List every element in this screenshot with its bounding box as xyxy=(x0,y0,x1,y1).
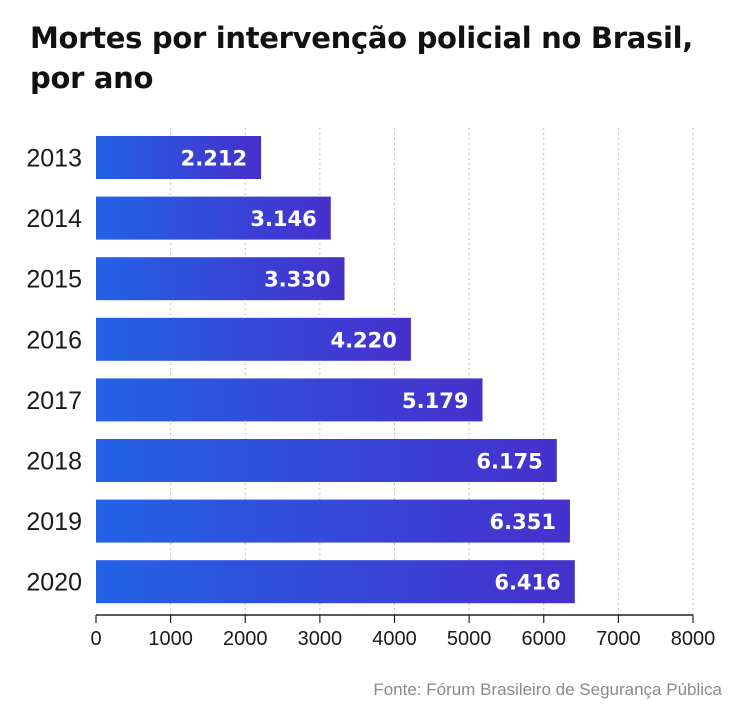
x-tick-label-6000: 6000 xyxy=(522,628,567,650)
bar-2017 xyxy=(96,378,483,422)
data-label-2018: 6.175 xyxy=(476,450,542,474)
x-axis: 0 1000 2000 3000 4000 5000 6000 7000 8000 xyxy=(90,614,716,650)
bar-2019 xyxy=(96,499,570,543)
bar-2016 xyxy=(96,317,411,361)
x-tick-label-7000: 7000 xyxy=(596,628,641,650)
bar-2018 xyxy=(96,439,557,482)
chart-title-line-2: por ano xyxy=(30,61,154,95)
bar-2014 xyxy=(96,196,331,240)
chart-title: Mortes por intervenção policial no Brasi… xyxy=(30,18,730,98)
x-tick-label-1000: 1000 xyxy=(148,628,193,650)
source-note: Fonte: Fórum Brasileiro de Segurança Púb… xyxy=(373,680,722,699)
bars: 2.212 2013 3.146 2014 3.330 2015 4.220 2016 5.17… xyxy=(26,136,575,604)
bar-2020 xyxy=(96,560,575,604)
data-label-2016: 4.220 xyxy=(330,328,396,352)
data-label-2013: 2.212 xyxy=(181,147,247,171)
category-label-2015: 2015 xyxy=(26,266,82,294)
chart-title-line-1: Mortes por intervenção policial no Brasi… xyxy=(30,21,693,55)
x-tick-label-2000: 2000 xyxy=(223,628,268,650)
x-tick-label-5000: 5000 xyxy=(447,628,492,650)
data-label-2019: 6.351 xyxy=(490,510,556,534)
x-tick-label-8000: 8000 xyxy=(671,628,716,650)
category-label-2017: 2017 xyxy=(26,387,82,415)
x-tick-label-3000: 3000 xyxy=(298,628,343,650)
data-label-2017: 5.179 xyxy=(402,389,468,413)
category-label-2013: 2013 xyxy=(26,145,82,173)
data-label-2020: 6.416 xyxy=(494,571,560,595)
category-label-2020: 2020 xyxy=(26,569,82,597)
bar-chart: 2.212 2013 3.146 2014 3.330 2015 4.220 2016 5.17… xyxy=(26,128,716,650)
x-tick-label-0: 0 xyxy=(90,628,101,650)
category-label-2019: 2019 xyxy=(26,508,82,536)
category-label-2018: 2018 xyxy=(26,448,82,476)
bar-2013 xyxy=(96,136,262,179)
x-tick-label-4000: 4000 xyxy=(372,628,417,650)
bar-2015 xyxy=(96,257,345,301)
category-label-2016: 2016 xyxy=(26,326,82,354)
data-label-2014: 3.146 xyxy=(250,207,316,231)
data-label-2015: 3.330 xyxy=(264,268,330,292)
category-label-2014: 2014 xyxy=(26,205,82,233)
